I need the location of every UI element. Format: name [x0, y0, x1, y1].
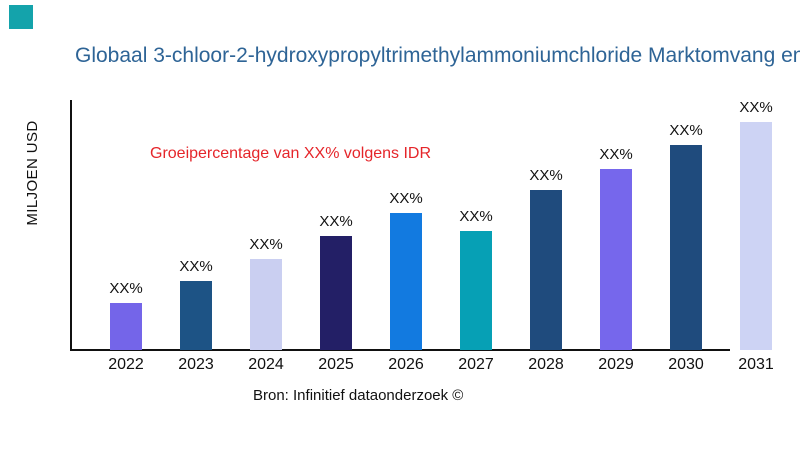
- chart-title: Globaal 3-chloor-2-hydroxypropyltrimethy…: [75, 44, 800, 67]
- y-axis-line: [70, 100, 72, 350]
- brand-logo-square: [9, 5, 33, 29]
- bar-2028: [530, 190, 562, 350]
- source-attribution: Bron: Infinitief dataonderzoek ©: [253, 387, 464, 404]
- x-tick-2028: 2028: [528, 356, 564, 373]
- x-tick-2022: 2022: [108, 356, 144, 373]
- bar-2024: [250, 259, 282, 350]
- bar-value-label-2029: XX%: [599, 146, 633, 163]
- bar-value-label-2022: XX%: [109, 280, 143, 297]
- bar-value-label-2025: XX%: [319, 213, 353, 230]
- x-tick-2024: 2024: [248, 356, 284, 373]
- x-axis-line: [70, 349, 730, 351]
- x-tick-2031: 2031: [738, 356, 774, 373]
- bar-2025: [320, 236, 352, 350]
- x-tick-2026: 2026: [388, 356, 424, 373]
- bar-2030: [670, 145, 702, 350]
- bar-2026: [390, 213, 422, 350]
- y-axis-label: MILJOEN USD: [24, 120, 41, 226]
- x-tick-2025: 2025: [318, 356, 354, 373]
- bar-value-label-2028: XX%: [529, 167, 563, 184]
- bar-value-label-2027: XX%: [459, 208, 493, 225]
- x-tick-2027: 2027: [458, 356, 494, 373]
- bar-2027: [460, 231, 492, 350]
- bar-value-label-2030: XX%: [669, 122, 703, 139]
- bar-value-label-2026: XX%: [389, 190, 423, 207]
- bar-2023: [180, 281, 212, 350]
- bar-value-label-2024: XX%: [249, 236, 283, 253]
- bar-2022: [110, 303, 142, 350]
- bar-2031: [740, 122, 772, 350]
- bar-value-label-2023: XX%: [179, 258, 213, 275]
- bar-value-label-2031: XX%: [739, 99, 773, 116]
- x-tick-2029: 2029: [598, 356, 634, 373]
- bar-2029: [600, 169, 632, 350]
- x-tick-2023: 2023: [178, 356, 214, 373]
- x-tick-2030: 2030: [668, 356, 704, 373]
- growth-annotation: Groeipercentage van XX% volgens IDR: [150, 145, 432, 162]
